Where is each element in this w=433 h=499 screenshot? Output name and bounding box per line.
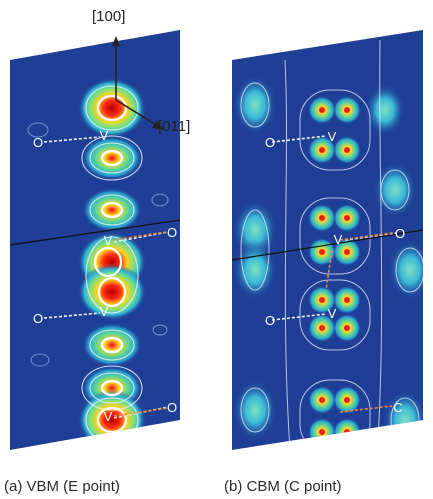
cell-boundary-b — [231, 229, 424, 261]
atom-label-b-6: V — [328, 306, 337, 321]
atom-label-b-4: V — [334, 232, 343, 247]
atom-label-b-5: O — [265, 313, 275, 328]
panel-b-caption: (b) CBM (C point) — [224, 478, 342, 495]
atom-label-a-1: O — [33, 135, 43, 150]
axis-indicator — [112, 36, 164, 130]
atom-label-a-5: O — [33, 311, 43, 326]
atom-label-a-2: V — [100, 128, 109, 143]
atom-label-b-7: C — [393, 400, 402, 415]
atom-label-a-8: V — [104, 409, 113, 424]
panel-b: O V O V O V C — [231, 30, 424, 450]
atom-label-b-1: O — [265, 135, 275, 150]
atom-label-b-3: O — [395, 226, 405, 241]
atom-label-a-4: V — [104, 233, 113, 248]
cell-boundary-a — [9, 219, 181, 246]
atom-label-b-2: V — [328, 129, 337, 144]
panel-a: O V O V O V O V — [9, 30, 181, 450]
atom-label-a-7: O — [167, 400, 177, 415]
axis-011-label: [011] — [158, 118, 191, 135]
atom-label-a-3: O — [167, 225, 177, 240]
atom-label-a-6: V — [100, 304, 109, 319]
panel-a-caption: (a) VBM (E point) — [4, 478, 120, 495]
axis-100-label: [100] — [92, 8, 126, 25]
